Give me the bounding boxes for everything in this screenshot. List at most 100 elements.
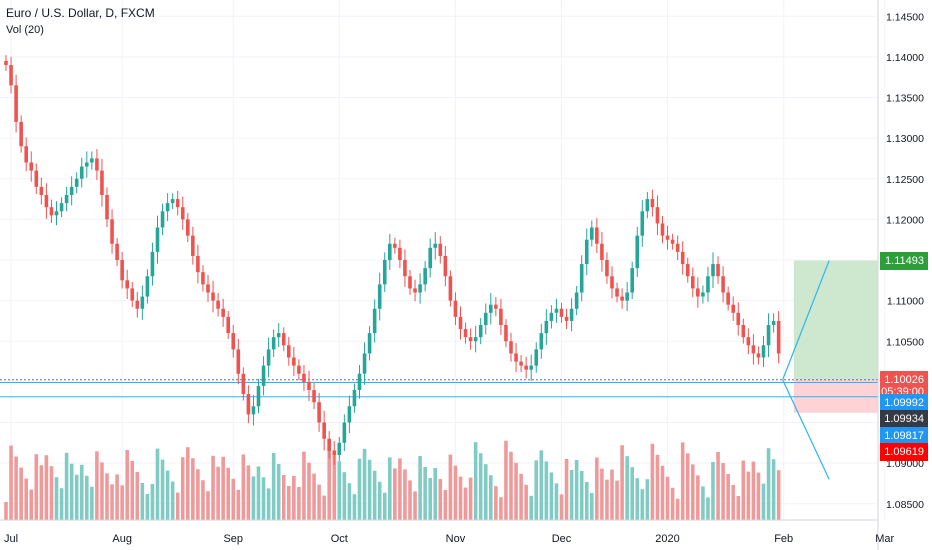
- volume-bar: [297, 487, 301, 520]
- chart-title: Euro / U.S. Dollar, D, FXCM: [6, 6, 155, 20]
- volume-bar: [367, 459, 372, 520]
- volume-bar: [776, 470, 781, 520]
- volume-bar: [292, 476, 296, 520]
- volume-bar: [483, 464, 488, 520]
- candle-body: [660, 223, 665, 236]
- candle-body: [317, 402, 321, 423]
- candle-body: [85, 162, 89, 167]
- volume-bar: [352, 494, 357, 520]
- candle-body: [271, 337, 276, 350]
- candle-body: [408, 276, 412, 289]
- candle-body: [54, 211, 59, 216]
- volume-bar: [9, 445, 13, 520]
- candle-body: [90, 158, 94, 163]
- volume-bar: [19, 467, 23, 520]
- volume-bar: [499, 497, 503, 520]
- candle-body: [706, 276, 710, 293]
- volume-bar: [135, 472, 140, 520]
- volume-bar: [29, 489, 34, 520]
- volume-bar: [544, 461, 549, 520]
- candle-body: [342, 422, 347, 443]
- volume-bar: [180, 457, 185, 520]
- candle-body: [357, 373, 362, 390]
- volume-bar: [377, 481, 382, 520]
- candle-body: [605, 260, 609, 277]
- volume-bar: [226, 467, 230, 520]
- volume-bar: [494, 486, 498, 520]
- volume-bar: [721, 463, 725, 520]
- candle-body: [29, 162, 34, 171]
- candle-body: [625, 292, 629, 301]
- volume-bar: [342, 472, 347, 520]
- volume-bar: [287, 486, 291, 520]
- candle-body: [761, 345, 766, 358]
- volume-bar: [554, 483, 559, 520]
- volume-bar: [453, 465, 458, 520]
- price-tag: 1.09934: [880, 410, 928, 429]
- candle-body: [534, 349, 539, 366]
- volume-bar: [478, 453, 483, 520]
- volume-bar: [751, 461, 756, 520]
- candle-body: [504, 325, 508, 342]
- candle-body: [741, 325, 746, 338]
- volume-bar: [529, 495, 533, 520]
- candle-body: [418, 284, 422, 293]
- candle-body: [721, 276, 725, 293]
- candle-body: [423, 268, 427, 285]
- candle-body: [191, 235, 195, 256]
- candle-body: [458, 316, 463, 330]
- y-tick-label: 1.14500: [886, 11, 924, 23]
- volume-bar: [458, 476, 463, 520]
- candle-body: [559, 308, 564, 317]
- candle-body: [680, 251, 685, 265]
- candle-body: [322, 422, 326, 439]
- volume-bar: [206, 491, 210, 520]
- candle-body: [388, 243, 392, 260]
- candle-body: [443, 255, 448, 277]
- candle-body: [468, 337, 473, 342]
- candle-body: [130, 288, 135, 301]
- volume-bar: [64, 452, 69, 520]
- volume-bar: [261, 477, 266, 520]
- volume-bar: [4, 502, 8, 520]
- volume-bar: [645, 479, 650, 520]
- volume-bar: [630, 467, 634, 520]
- y-tick-label: 1.11000: [887, 296, 924, 308]
- volume-bar: [519, 473, 523, 520]
- candle-body: [584, 239, 589, 265]
- volume-bar: [433, 468, 438, 520]
- volume-bar: [24, 478, 28, 520]
- volume-bar: [130, 461, 135, 520]
- candle-body: [514, 353, 518, 362]
- volume-bar: [539, 450, 544, 520]
- volume-bar: [736, 496, 741, 520]
- volume-bar: [196, 469, 200, 520]
- volume-bar: [347, 483, 352, 520]
- candle-body: [650, 199, 655, 208]
- candle-body: [226, 316, 230, 334]
- volume-bar: [701, 486, 705, 520]
- volume-bar: [155, 448, 160, 520]
- volume-bar: [211, 455, 215, 520]
- volume-bar: [741, 460, 746, 520]
- volume-bar: [191, 458, 195, 520]
- volume-bar: [403, 469, 407, 520]
- volume-bar: [95, 451, 99, 520]
- candle-body: [140, 296, 145, 309]
- volume-bar: [706, 497, 710, 520]
- candle-body: [579, 264, 584, 293]
- volume-bar: [145, 494, 150, 520]
- volume-bar: [569, 470, 574, 520]
- volume-bar: [85, 475, 89, 520]
- price-tag: 1.11493: [880, 251, 928, 270]
- candle-body: [428, 247, 432, 269]
- candle-body: [726, 292, 730, 305]
- volume-bar: [534, 460, 539, 520]
- volume-bar: [357, 458, 362, 520]
- volume-bar: [584, 482, 589, 520]
- candle-body: [165, 203, 170, 212]
- volume-bar: [317, 484, 321, 520]
- x-tick-label: Oct: [331, 533, 348, 545]
- candle-body: [186, 219, 190, 236]
